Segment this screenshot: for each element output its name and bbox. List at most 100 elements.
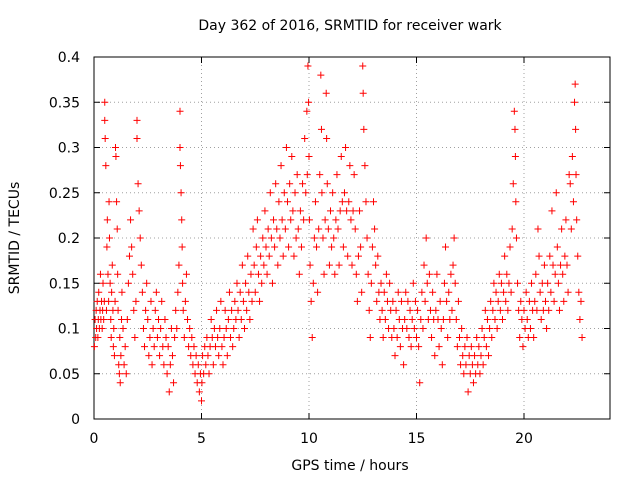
data-point bbox=[362, 198, 370, 206]
data-point bbox=[173, 325, 181, 332]
data-point bbox=[505, 279, 513, 287]
data-point bbox=[163, 370, 171, 378]
data-point bbox=[458, 325, 466, 332]
data-point bbox=[99, 279, 107, 287]
data-point bbox=[285, 243, 293, 251]
data-point bbox=[108, 288, 116, 296]
data-point bbox=[273, 225, 281, 233]
data-point bbox=[109, 343, 117, 351]
data-point bbox=[571, 80, 579, 88]
data-point bbox=[409, 279, 417, 287]
data-point bbox=[120, 361, 128, 369]
data-point bbox=[531, 297, 539, 305]
data-point bbox=[416, 379, 424, 387]
data-point bbox=[309, 279, 317, 287]
data-point bbox=[220, 334, 228, 342]
data-point bbox=[105, 297, 113, 305]
data-point bbox=[522, 288, 530, 296]
data-point bbox=[353, 297, 361, 305]
data-point bbox=[229, 343, 237, 351]
data-point bbox=[98, 325, 106, 332]
data-point bbox=[334, 225, 342, 233]
data-point bbox=[149, 325, 157, 332]
data-point bbox=[112, 144, 119, 151]
data-point bbox=[483, 315, 491, 323]
data-point bbox=[512, 234, 520, 242]
data-point bbox=[333, 171, 341, 179]
data-point bbox=[328, 243, 336, 251]
y-axis-label: SRMTID / TECUs bbox=[7, 182, 23, 295]
data-point bbox=[142, 306, 150, 314]
data-point bbox=[175, 261, 183, 269]
data-point bbox=[475, 343, 483, 351]
data-point bbox=[305, 153, 313, 161]
data-point bbox=[114, 270, 122, 278]
data-point bbox=[316, 171, 324, 179]
data-point bbox=[147, 297, 155, 305]
data-point bbox=[235, 334, 243, 342]
data-point bbox=[571, 98, 579, 106]
data-point bbox=[305, 98, 313, 106]
data-point bbox=[509, 180, 517, 188]
data-point bbox=[280, 189, 288, 197]
data-point bbox=[578, 334, 586, 342]
data-point bbox=[547, 288, 555, 296]
data-point bbox=[423, 279, 431, 287]
data-point bbox=[219, 361, 227, 369]
data-point bbox=[260, 261, 268, 269]
data-point bbox=[329, 189, 337, 197]
data-point bbox=[308, 334, 316, 342]
data-point bbox=[166, 361, 174, 369]
data-point bbox=[331, 270, 339, 278]
data-point bbox=[394, 288, 402, 296]
data-point bbox=[250, 261, 258, 269]
data-point bbox=[311, 198, 319, 206]
data-point bbox=[350, 171, 358, 179]
data-point bbox=[320, 270, 328, 278]
data-point bbox=[504, 306, 512, 314]
data-point bbox=[248, 297, 256, 305]
data-point bbox=[339, 243, 347, 251]
data-point bbox=[261, 207, 269, 215]
data-point bbox=[130, 306, 138, 314]
data-point bbox=[517, 297, 525, 305]
data-point bbox=[198, 379, 206, 387]
data-point bbox=[176, 162, 184, 170]
data-point bbox=[492, 288, 500, 296]
data-point bbox=[136, 234, 144, 242]
data-point bbox=[184, 315, 192, 323]
data-point bbox=[565, 171, 573, 179]
data-point bbox=[364, 270, 372, 278]
data-point bbox=[223, 352, 231, 360]
data-point bbox=[252, 243, 260, 251]
data-point bbox=[218, 343, 226, 351]
data-point bbox=[476, 370, 484, 378]
data-point bbox=[274, 261, 282, 269]
data-point bbox=[431, 352, 439, 360]
data-point bbox=[374, 252, 382, 260]
data-point bbox=[227, 334, 235, 342]
data-point bbox=[361, 162, 369, 170]
data-point bbox=[404, 297, 412, 305]
data-point bbox=[357, 243, 365, 251]
data-point bbox=[105, 234, 113, 242]
data-point bbox=[211, 343, 219, 351]
data-point bbox=[540, 261, 548, 269]
data-point bbox=[209, 361, 217, 369]
data-point bbox=[101, 116, 109, 124]
grid bbox=[94, 57, 610, 419]
data-point bbox=[488, 334, 496, 342]
data-point bbox=[148, 361, 156, 369]
data-point bbox=[400, 361, 408, 369]
data-point bbox=[528, 279, 536, 287]
tick-labels: 0 0.05 0.1 0.15 0.2 0.25 0.3 0.35 0.4 0 5 10 15 20 bbox=[49, 50, 533, 447]
data-point bbox=[352, 270, 360, 278]
data-point bbox=[129, 270, 137, 278]
data-point bbox=[344, 252, 352, 260]
chart-title: Day 362 of 2016, SRMTID for receiver war… bbox=[198, 18, 502, 34]
data-point bbox=[377, 279, 385, 287]
x-tick-label: 20 bbox=[515, 431, 533, 447]
data-point bbox=[268, 279, 276, 287]
data-point bbox=[432, 306, 440, 314]
